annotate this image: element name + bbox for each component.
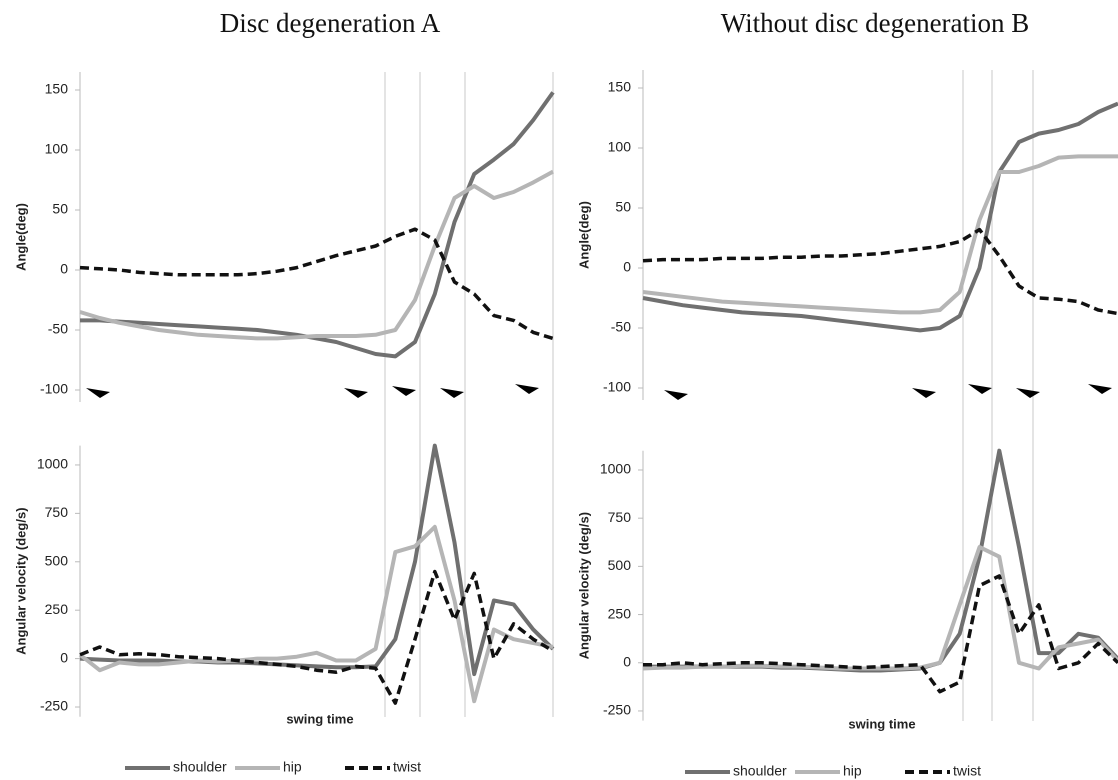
y-tick-label: 250 — [45, 601, 69, 617]
y-tick-label: 750 — [608, 509, 632, 525]
series-line — [642, 545, 1118, 671]
series-line — [643, 448, 1118, 673]
y-tick-label: 150 — [608, 79, 632, 95]
y-tick-label: 500 — [608, 557, 632, 573]
y-axis-label: Angular velocity (deg/s) — [576, 512, 591, 659]
y-tick-label: 100 — [608, 139, 632, 155]
swing-figures — [86, 384, 1112, 440]
y-axis-label: Angular velocity (deg/s) — [13, 507, 28, 654]
y-tick-label: -50 — [611, 319, 631, 335]
x-axis-label: swing time — [848, 716, 915, 731]
chart-title: Disc degeneration A — [220, 8, 441, 38]
legend-label: shoulder — [173, 759, 227, 775]
series-line — [80, 91, 555, 359]
y-axis-label: Angle(deg) — [13, 203, 28, 271]
series-line — [78, 524, 554, 704]
y-tick-label: -250 — [40, 698, 68, 714]
y-tick-label: 500 — [45, 552, 69, 568]
series-line — [79, 227, 554, 341]
x-axis-label: swing time — [286, 711, 353, 726]
y-tick-label: 0 — [623, 259, 631, 275]
chart-title: Without disc degeneration B — [721, 8, 1030, 38]
y-tick-label: -250 — [603, 702, 631, 718]
legend-label: twist — [953, 763, 981, 779]
y-tick-label: 100 — [45, 141, 69, 157]
y-tick-label: -100 — [603, 379, 631, 395]
series-line — [79, 169, 554, 341]
y-tick-label: -100 — [40, 381, 68, 397]
series-line — [643, 574, 1118, 694]
y-tick-label: 150 — [45, 81, 69, 97]
legend-label: hip — [843, 763, 862, 779]
series-line — [642, 101, 1118, 333]
legend-label: hip — [283, 759, 302, 775]
legend-label: twist — [393, 759, 421, 775]
legend-label: shoulder — [733, 763, 787, 779]
series-line — [79, 569, 554, 705]
y-tick-label: 50 — [52, 201, 68, 217]
y-tick-label: 0 — [60, 649, 68, 665]
y-tick-label: -50 — [48, 321, 68, 337]
y-tick-label: 750 — [45, 504, 69, 520]
y-tick-label: 0 — [60, 261, 68, 277]
series-line — [642, 154, 1118, 315]
y-tick-label: 250 — [608, 605, 632, 621]
phase-lines — [384, 70, 1034, 721]
y-tick-label: 1000 — [37, 456, 68, 472]
y-axis-label: Angle(deg) — [576, 201, 591, 269]
series-line — [79, 443, 555, 677]
y-tick-label: 1000 — [600, 461, 631, 477]
y-tick-label: 0 — [623, 653, 631, 669]
y-tick-label: 50 — [615, 199, 631, 215]
